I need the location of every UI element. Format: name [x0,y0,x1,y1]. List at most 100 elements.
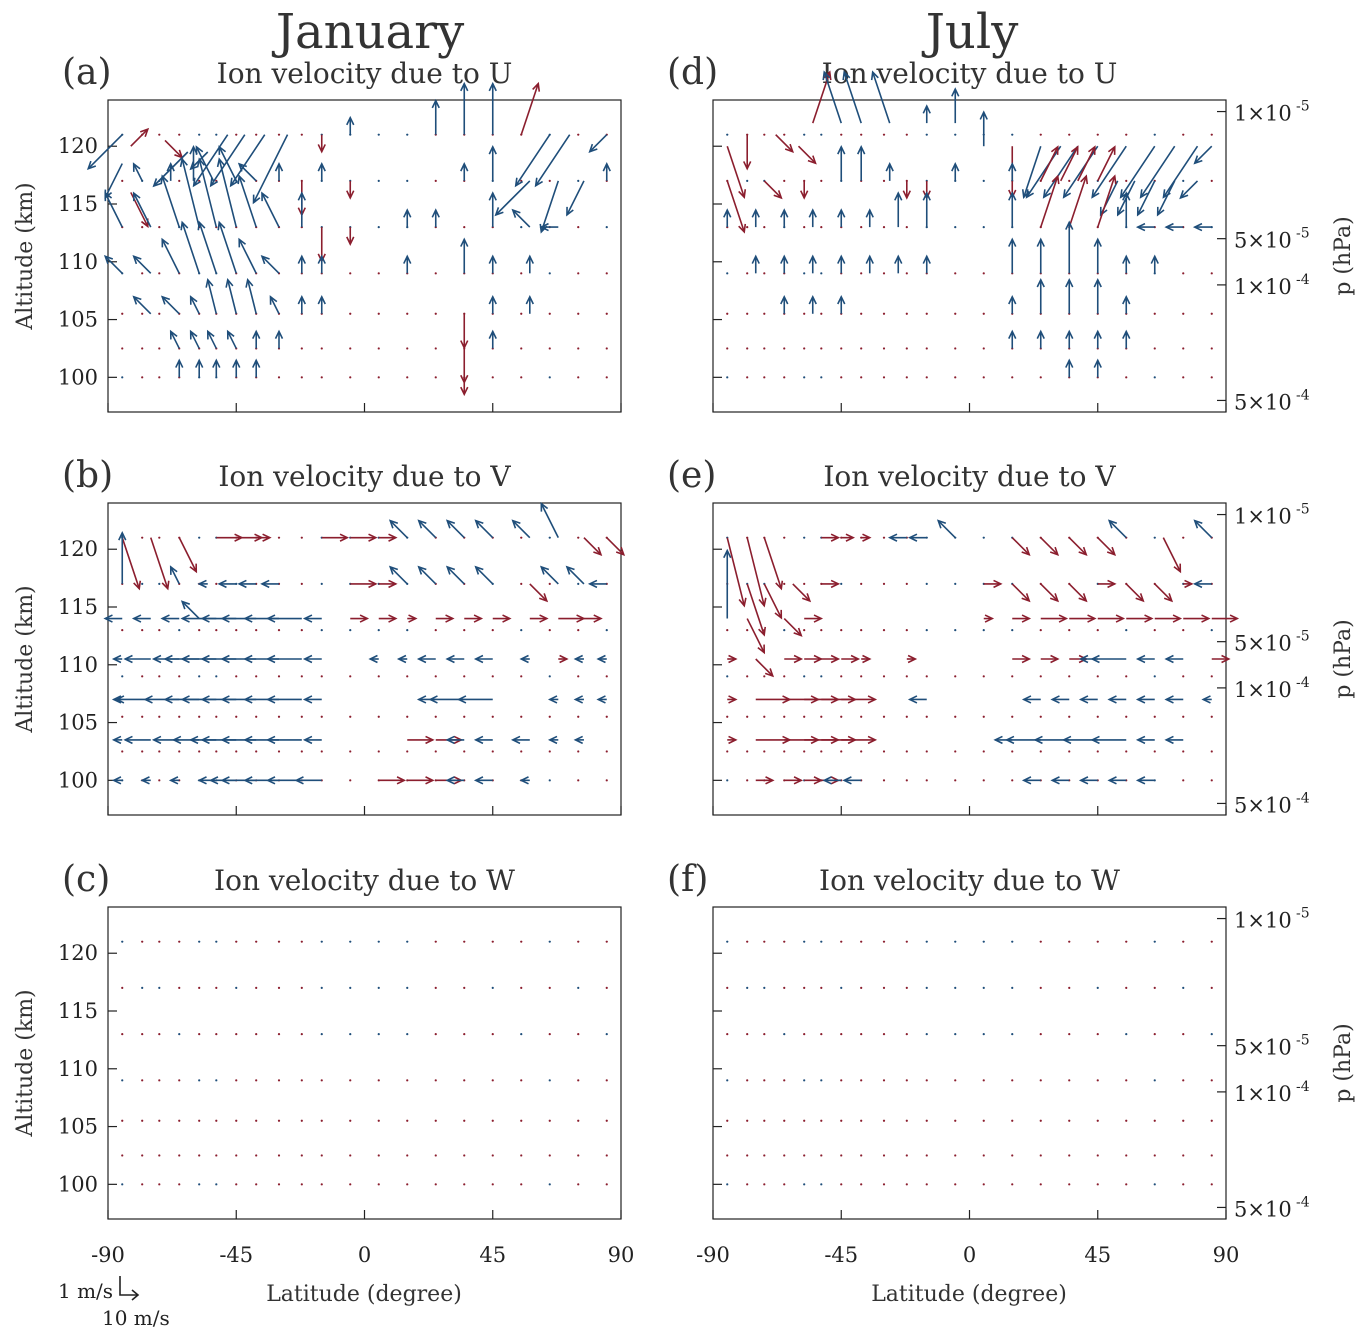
grid-dot [905,986,908,989]
arrow-head [1135,222,1146,232]
grid-dot [925,1033,928,1036]
arrow-head [565,565,575,575]
grid-dot [783,582,786,585]
grid-dot [1096,675,1099,678]
arrow-head [1108,174,1117,185]
column-title-january: January [271,4,464,60]
arrow-head [1107,519,1118,529]
grid-dot [1096,750,1099,753]
arrow-head [538,593,549,603]
velocity-arrow [861,533,872,542]
grid-dot [746,1079,749,1082]
arrow-head [751,208,760,218]
arrow-head [1135,776,1146,785]
velocity-arrow [1093,358,1102,378]
grid-dot [605,750,608,753]
arrow-head [200,614,210,623]
grid-dot [158,779,161,782]
grid-dot [434,940,437,943]
velocity-arrow [1136,180,1156,217]
arrow-shaft [540,180,560,233]
grid-dot [763,376,766,379]
arrow-shaft [1063,145,1099,198]
grid-dot [840,1154,843,1157]
grid-dot [548,312,551,315]
y-tick-label: 110 [58,250,98,274]
grid-dot [746,347,749,350]
arrow-shaft [230,134,266,187]
panel-letter: (d) [667,52,718,93]
velocity-arrow [511,208,531,228]
arrow-head [160,295,171,305]
arrow-head [1136,206,1145,217]
arrow-shaft [540,566,559,585]
velocity-arrow [216,157,238,228]
velocity-arrow [539,180,560,234]
velocity-arrow [494,180,531,217]
grid-dot [377,1183,380,1186]
arrow-head [502,614,512,623]
grid-dot [882,133,886,136]
velocity-arrow [1021,776,1041,785]
arrow-head [368,533,378,542]
arrow-head [850,654,861,664]
arrow-head [408,614,418,623]
velocity-arrow [180,220,200,274]
grid-dot [1068,986,1071,989]
grid-dot [746,940,749,943]
arrow-shaft [252,134,289,204]
y-tick-label: 110 [58,653,98,677]
arrow-head [596,654,606,664]
arrow-head [1139,189,1148,199]
panel-title: Ion velocity due to W [819,864,1120,897]
arrow-shaft [207,331,218,349]
arrow-head [1008,237,1017,247]
grid-dot [954,133,957,136]
arrow-head [260,255,270,265]
grid-dot [406,347,409,350]
grid-dot [882,1183,886,1186]
arrow-shaft [198,222,218,274]
grid-dot [954,715,957,718]
grid-dot [1039,1033,1042,1036]
grid-dot [1153,312,1156,315]
velocity-arrow [212,358,221,378]
velocity-arrow [539,222,559,232]
arrow-head [566,206,574,217]
grid-dot [349,312,352,315]
grid-dot [605,940,608,943]
grid-dot [763,312,766,315]
velocity-arrow [417,519,437,539]
grid-dot [882,1119,886,1122]
grid-dot [577,1079,580,1082]
velocity-arrow [205,277,218,314]
arrow-head [428,695,438,704]
arrow-head [1116,206,1125,217]
grid-dot [255,940,258,943]
grid-dot [1153,376,1156,379]
grid-dot [746,675,749,678]
grid-dot [1096,940,1099,943]
arrow-shaft [130,128,149,147]
velocity-arrow [727,654,738,664]
grid-dot [198,1079,201,1082]
arrow-head [1021,776,1032,785]
arrow-head [189,563,198,574]
grid-dot [121,629,124,632]
velocity-arrow [274,162,284,181]
arrow-head [473,614,484,623]
grid-dot [982,715,985,718]
arrow-head [86,160,97,170]
grid-dot [982,536,985,539]
velocity-arrow [460,313,469,350]
grid-dot [783,940,786,943]
velocity-arrow [1107,776,1127,785]
grid-dot [783,133,786,136]
grid-dot [141,750,144,753]
velocity-arrow [407,735,435,745]
arrow-head [317,162,326,172]
grid-dot [434,1079,437,1082]
arrow-head [220,776,230,785]
arrow-head [837,208,846,218]
arrow-head [951,87,960,97]
